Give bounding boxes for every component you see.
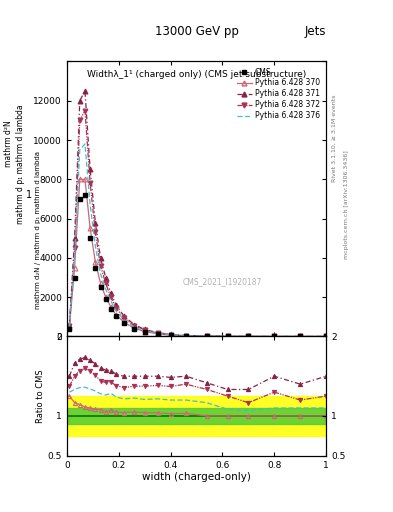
Text: Rivet 3.1.10, ≥ 3.1M events: Rivet 3.1.10, ≥ 3.1M events xyxy=(332,95,337,182)
X-axis label: width (charged-only): width (charged-only) xyxy=(142,472,251,482)
Text: mathrm d p₁ mathrm d lambda: mathrm d p₁ mathrm d lambda xyxy=(16,104,25,224)
Text: CMS_2021_I1920187: CMS_2021_I1920187 xyxy=(183,277,262,286)
Text: mathrm d²N: mathrm d²N xyxy=(4,120,13,167)
Text: mathrm d₂N / mathrm d p₁ mathrm d lambda: mathrm d₂N / mathrm d p₁ mathrm d lambda xyxy=(35,152,41,309)
Text: 1: 1 xyxy=(26,189,33,200)
Legend: CMS, Pythia 6.428 370, Pythia 6.428 371, Pythia 6.428 372, Pythia 6.428 376: CMS, Pythia 6.428 370, Pythia 6.428 371,… xyxy=(234,65,322,122)
Text: 13000 GeV pp: 13000 GeV pp xyxy=(154,26,239,38)
Text: Jets: Jets xyxy=(305,26,326,38)
Text: mcplots.cern.ch [arXiv:1306.3436]: mcplots.cern.ch [arXiv:1306.3436] xyxy=(344,151,349,259)
Y-axis label: Ratio to CMS: Ratio to CMS xyxy=(36,369,45,423)
Text: Widthλ_1¹ (charged only) (CMS jet substructure): Widthλ_1¹ (charged only) (CMS jet substr… xyxy=(87,70,306,79)
